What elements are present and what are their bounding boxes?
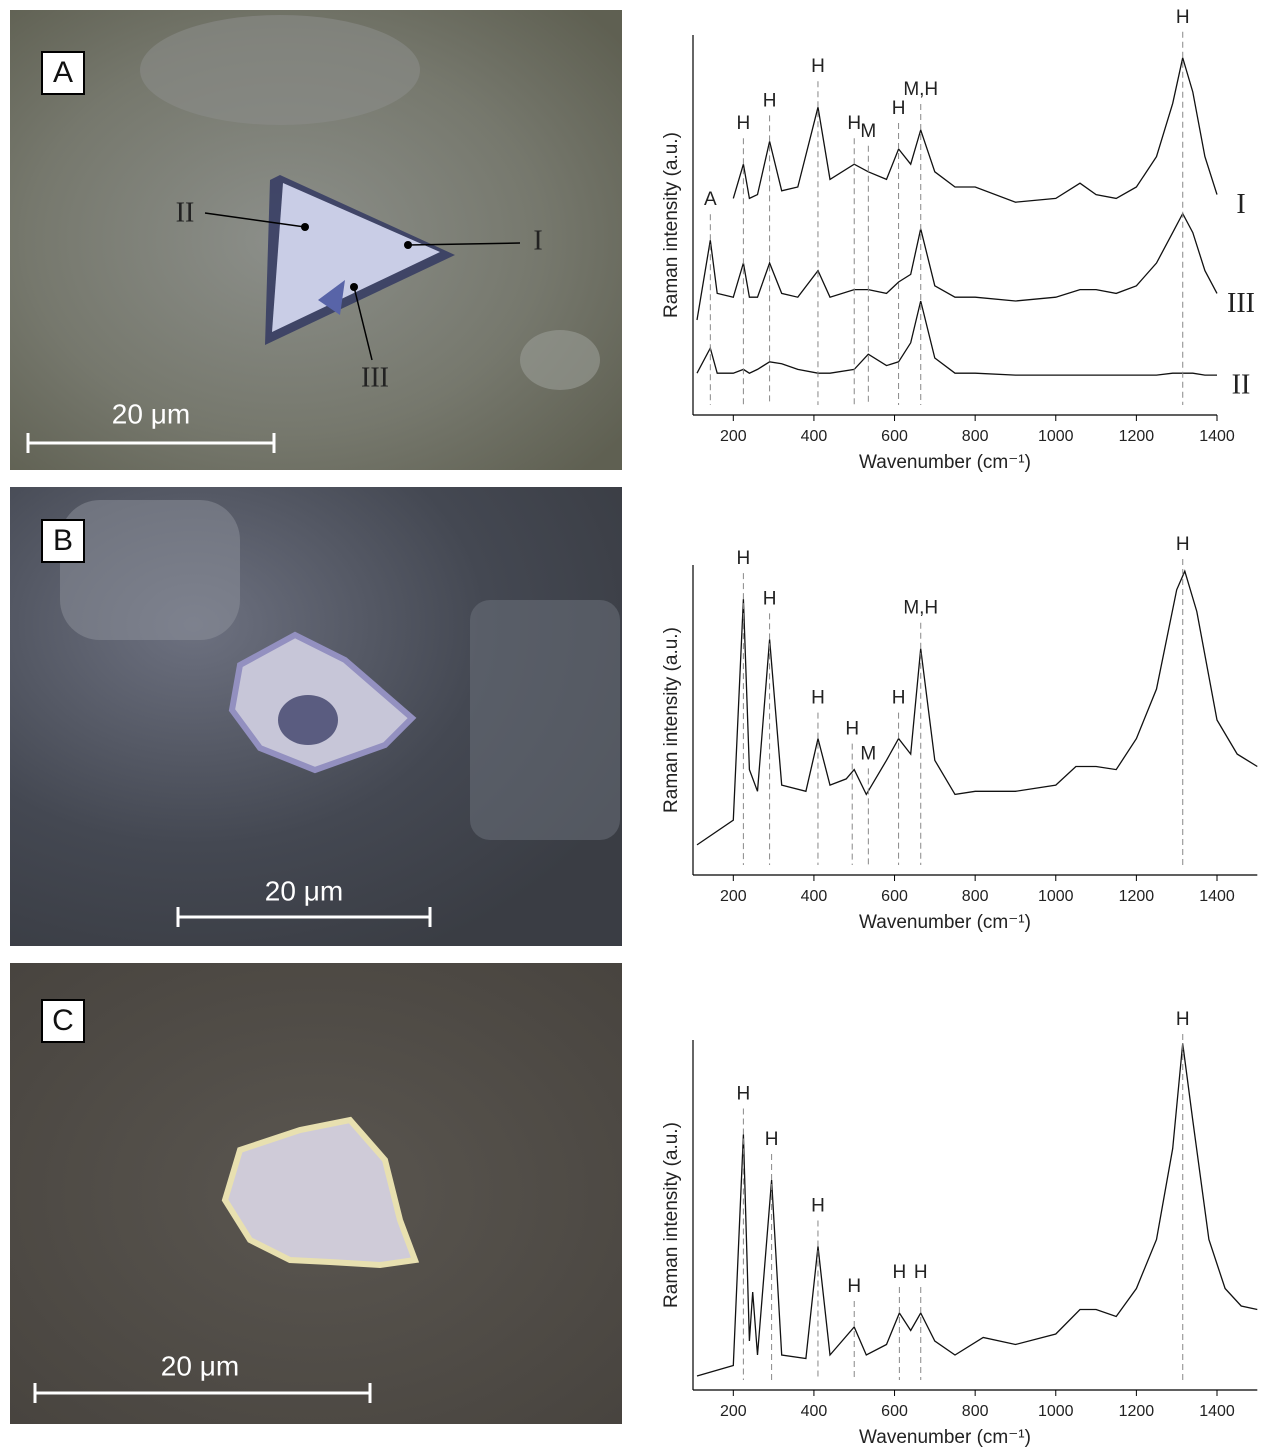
peak-label: H — [737, 548, 751, 569]
peak-label: H — [892, 98, 906, 119]
x-tick-label: 200 — [720, 888, 747, 905]
x-tick-label: 1400 — [1199, 888, 1235, 905]
series-label: II — [1232, 370, 1251, 401]
x-tick-label: 1000 — [1038, 1403, 1074, 1420]
peak-label: H — [765, 1129, 779, 1150]
panel-label: B — [53, 524, 73, 557]
peak-label: M,H — [903, 79, 938, 100]
panel-label: C — [52, 1004, 74, 1037]
series-label: III — [1227, 288, 1255, 319]
peak-label: H — [845, 719, 859, 740]
x-tick-label: 800 — [962, 888, 989, 905]
x-tick-label: 200 — [720, 1403, 747, 1420]
spectrum-line — [732, 57, 1218, 203]
x-tick-label: 400 — [801, 888, 828, 905]
peak-label: M — [860, 743, 876, 764]
peak-label: H — [1176, 7, 1190, 28]
x-tick-label: 400 — [801, 428, 828, 445]
peak-label: H — [892, 688, 906, 709]
x-tick-label: 600 — [881, 1403, 908, 1420]
peak-label: H — [1176, 1009, 1190, 1030]
spectrum-line — [696, 212, 1218, 321]
y-axis-label: Raman intensity (a.u.) — [661, 132, 682, 318]
x-tick-label: 400 — [801, 1403, 828, 1420]
scale-bar-label: 20 μm — [112, 398, 190, 429]
y-axis-label: Raman intensity (a.u.) — [661, 1122, 682, 1308]
x-tick-label: 1200 — [1119, 428, 1155, 445]
peak-label: H — [737, 113, 751, 134]
peak-label: A — [704, 189, 717, 210]
x-tick-label: 800 — [962, 428, 989, 445]
spectrum-line — [696, 300, 1217, 376]
x-tick-label: 1200 — [1119, 888, 1155, 905]
x-tick-label: 600 — [881, 888, 908, 905]
x-tick-label: 1400 — [1199, 428, 1235, 445]
peak-label: H — [811, 56, 825, 77]
scale-bar-label: 20 μm — [265, 875, 343, 906]
x-tick-label: 200 — [720, 428, 747, 445]
peak-label: H — [847, 1276, 861, 1297]
x-axis-label: Wavenumber (cm⁻¹) — [859, 1427, 1031, 1448]
y-axis-label: Raman intensity (a.u.) — [661, 627, 682, 813]
peak-label: M,H — [903, 598, 938, 619]
x-axis-label: Wavenumber (cm⁻¹) — [859, 912, 1031, 933]
spectrum-line — [696, 1043, 1258, 1377]
marker-label: III — [361, 362, 389, 393]
peak-label: H — [763, 90, 777, 111]
marker-label: II — [176, 197, 195, 228]
peak-label: H — [914, 1262, 928, 1283]
x-tick-label: 1000 — [1038, 428, 1074, 445]
peak-label: H — [811, 1196, 825, 1217]
micrograph-b — [10, 487, 622, 946]
x-tick-label: 1200 — [1119, 1403, 1155, 1420]
scale-bar-label: 20 μm — [161, 1350, 239, 1381]
spectrum-line — [696, 569, 1258, 846]
micrograph-c — [10, 963, 622, 1424]
peak-label: M — [860, 121, 876, 142]
x-tick-label: 600 — [881, 428, 908, 445]
x-tick-label: 800 — [962, 1403, 989, 1420]
micrograph-a — [10, 10, 622, 470]
x-tick-label: 1000 — [1038, 888, 1074, 905]
peak-label: H — [893, 1262, 907, 1283]
peak-label: H — [763, 588, 777, 609]
panel-label: A — [53, 56, 73, 89]
peak-label: H — [737, 1084, 751, 1105]
x-axis-label: Wavenumber (cm⁻¹) — [859, 452, 1031, 473]
x-tick-label: 1400 — [1199, 1403, 1235, 1420]
peak-label: H — [847, 113, 861, 134]
series-label: I — [1236, 189, 1245, 220]
peak-label: H — [811, 688, 825, 709]
marker-label: I — [533, 225, 542, 256]
peak-label: H — [1176, 534, 1190, 555]
